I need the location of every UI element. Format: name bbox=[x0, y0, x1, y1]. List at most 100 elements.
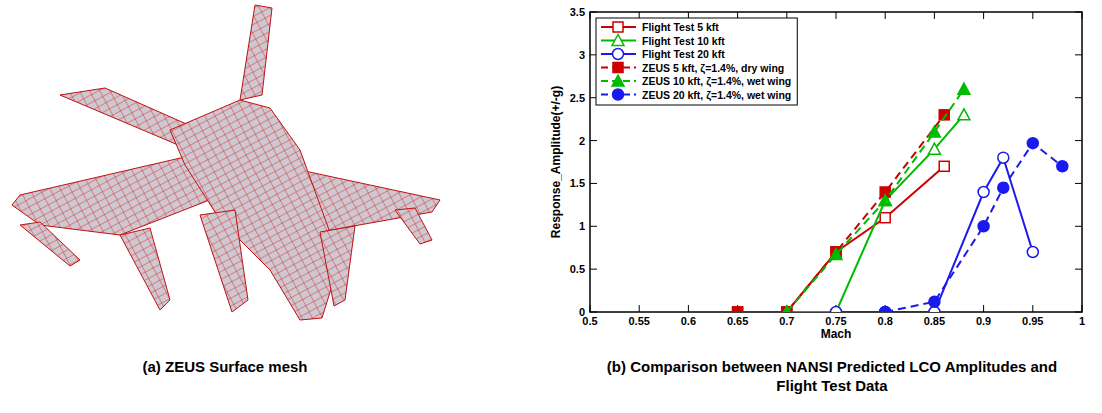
data-point bbox=[998, 152, 1009, 163]
y-axis-title: Response_Amplitude(+/-g) bbox=[549, 86, 563, 238]
x-tick-label: 0.85 bbox=[924, 315, 945, 327]
mesh-part bbox=[20, 222, 80, 266]
y-tick-right bbox=[1075, 312, 1082, 313]
data-point bbox=[880, 213, 890, 223]
y-tick-right bbox=[1075, 140, 1082, 141]
x-tick-top bbox=[836, 12, 837, 19]
data-point bbox=[939, 161, 949, 171]
y-tick-label: 0.5 bbox=[570, 263, 585, 275]
x-tick bbox=[1082, 305, 1083, 312]
x-tick-top bbox=[590, 12, 591, 19]
data-point bbox=[880, 307, 891, 313]
y-tick-right bbox=[1075, 183, 1082, 184]
legend-label: ZEUS 5 kft, ζ=1.4%, dry wing bbox=[642, 62, 784, 75]
series-line bbox=[787, 89, 964, 312]
data-point bbox=[831, 307, 842, 313]
y-tick bbox=[590, 12, 597, 13]
x-tick-label: 0.75 bbox=[825, 315, 846, 327]
y-tick-label: 1 bbox=[579, 220, 585, 232]
y-tick-label: 0 bbox=[579, 306, 585, 318]
mesh-part bbox=[120, 228, 170, 310]
x-tick-top bbox=[934, 12, 935, 19]
mesh-part bbox=[200, 210, 248, 312]
x-tick-top bbox=[1032, 12, 1033, 19]
data-point bbox=[1027, 138, 1038, 149]
x-tick bbox=[1032, 305, 1033, 312]
y-tick bbox=[590, 140, 597, 141]
plot-frame bbox=[590, 12, 1082, 312]
y-tick-right bbox=[1075, 97, 1082, 98]
data-point bbox=[1027, 247, 1038, 258]
legend-label: Flight Test 5 kft bbox=[642, 21, 719, 33]
legend-marker bbox=[613, 63, 623, 73]
series-line bbox=[738, 115, 945, 312]
legend-marker bbox=[613, 49, 624, 60]
y-tick bbox=[590, 183, 597, 184]
legend-box bbox=[596, 18, 797, 105]
legend-marker bbox=[612, 35, 624, 46]
data-point bbox=[830, 306, 842, 312]
mesh-part bbox=[240, 5, 272, 100]
data-point bbox=[958, 109, 970, 120]
series-line bbox=[885, 143, 1062, 312]
x-tick-label: 0.8 bbox=[878, 315, 893, 327]
y-tick-label: 1.5 bbox=[570, 177, 585, 189]
y-tick-right bbox=[1075, 226, 1082, 227]
x-tick-label: 0.95 bbox=[1022, 315, 1043, 327]
x-tick-label: 0.6 bbox=[681, 315, 696, 327]
figure: (a) ZEUS Surface mesh (b) Comparison betw… bbox=[0, 0, 1102, 413]
data-point bbox=[830, 249, 842, 260]
caption: (a) ZEUS Surface mesh bbox=[142, 358, 307, 375]
x-tick-label: 0.55 bbox=[628, 315, 649, 327]
y-tick-right bbox=[1075, 269, 1082, 270]
legend-label: Flight Test 10 kft bbox=[642, 35, 725, 47]
legend: Flight Test 5 kft Flight Test 10 kftFligh… bbox=[596, 18, 797, 105]
data-point bbox=[958, 83, 970, 94]
x-tick bbox=[639, 305, 640, 312]
y-tick-label: 2 bbox=[579, 135, 585, 147]
y-tick-label: 3.5 bbox=[570, 6, 585, 18]
x-tick bbox=[590, 305, 591, 312]
data-point bbox=[733, 307, 743, 312]
y-tick-right bbox=[1075, 54, 1082, 55]
series-line bbox=[738, 166, 945, 312]
y-tick bbox=[590, 269, 597, 270]
plot-area bbox=[733, 83, 1068, 312]
series-line bbox=[836, 158, 1033, 312]
y-tick-right bbox=[1075, 12, 1082, 13]
x-tick-label: 0.9 bbox=[976, 315, 991, 327]
aircraft bbox=[12, 5, 440, 320]
legend-label: Flight Test 20 kft bbox=[642, 48, 725, 60]
data-point bbox=[879, 195, 891, 206]
legend-marker bbox=[613, 22, 623, 32]
data-point bbox=[1057, 161, 1068, 172]
caption: (b) Comparison between NANSI Predicted L… bbox=[607, 358, 1057, 394]
x-tick bbox=[983, 305, 984, 312]
y-tick-label: 2.5 bbox=[570, 92, 585, 104]
x-tick-top bbox=[1082, 12, 1083, 19]
caption-text: (b) Comparison between NANSI Predicted L… bbox=[607, 358, 1057, 394]
x-axis-title: Mach bbox=[821, 327, 852, 341]
x-tick bbox=[688, 305, 689, 312]
data-point bbox=[978, 221, 989, 232]
data-point bbox=[928, 126, 940, 137]
data-point bbox=[978, 187, 989, 198]
mesh-part bbox=[320, 226, 355, 306]
data-point bbox=[880, 307, 891, 313]
x-tick-label: 0.7 bbox=[779, 315, 794, 327]
legend-marker bbox=[612, 75, 624, 86]
caption-line: Flight Test Data bbox=[776, 377, 888, 394]
data-point bbox=[998, 182, 1009, 193]
y-tick bbox=[590, 226, 597, 227]
data-point bbox=[928, 143, 940, 154]
data-point bbox=[733, 307, 743, 312]
legend-marker bbox=[613, 89, 624, 100]
data-point bbox=[929, 296, 940, 307]
legend-label: ZEUS 10 kft, ζ=1.4%, wet wing bbox=[642, 75, 791, 88]
y-tick bbox=[590, 312, 597, 313]
caption-text: (a) ZEUS Surface mesh bbox=[142, 358, 307, 375]
x-tick-label: 1 bbox=[1079, 315, 1085, 327]
y-tick-label: 3 bbox=[579, 49, 585, 61]
data-point bbox=[781, 306, 793, 312]
x-tick-label: 0.65 bbox=[727, 315, 748, 327]
